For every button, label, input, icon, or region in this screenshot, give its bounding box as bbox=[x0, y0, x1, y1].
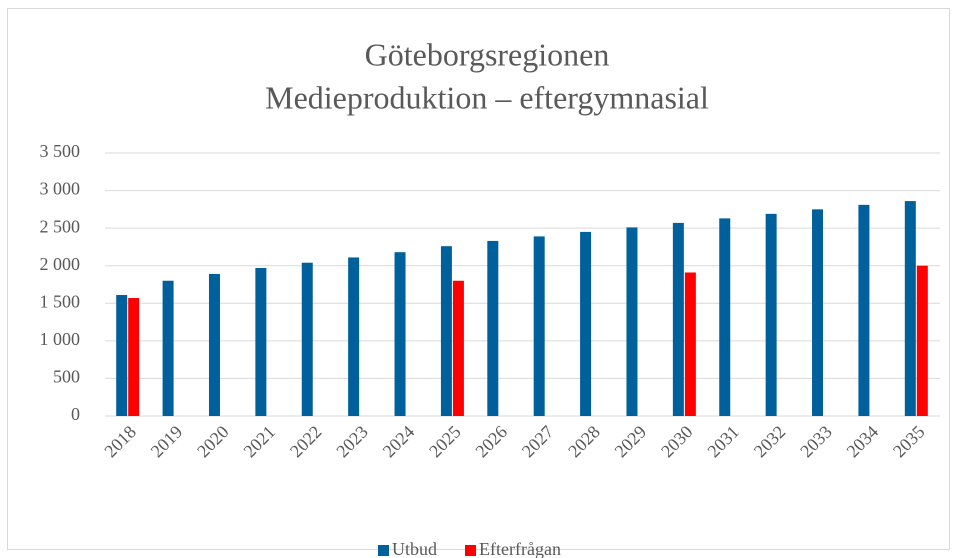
chart-title: Medieproduktion – eftergymnasial bbox=[265, 79, 709, 115]
legend-label: Efterfrågan bbox=[479, 539, 561, 558]
y-tick-label: 3 500 bbox=[40, 141, 81, 161]
y-tick-label: 2 500 bbox=[40, 216, 81, 236]
bar bbox=[916, 265, 928, 416]
bar bbox=[858, 204, 870, 416]
bar bbox=[394, 252, 406, 416]
bar bbox=[904, 201, 916, 416]
bar bbox=[348, 257, 360, 416]
bar bbox=[580, 231, 592, 416]
y-tick-label: 1 000 bbox=[40, 329, 81, 349]
bar bbox=[672, 222, 684, 416]
y-tick-label: 3 000 bbox=[40, 179, 81, 199]
bar bbox=[719, 218, 731, 416]
bar bbox=[812, 209, 824, 416]
bar bbox=[128, 298, 140, 416]
bar bbox=[255, 267, 267, 416]
legend-label: Utbud bbox=[392, 539, 437, 558]
legend-swatch bbox=[465, 545, 476, 556]
y-tick-label: 1 500 bbox=[40, 291, 81, 311]
bar bbox=[626, 227, 638, 416]
chart-frame bbox=[7, 8, 950, 550]
bar bbox=[765, 213, 777, 416]
bar bbox=[440, 246, 452, 416]
bar bbox=[533, 236, 545, 416]
bar bbox=[208, 273, 220, 416]
y-tick-label: 0 bbox=[71, 404, 80, 424]
bar bbox=[487, 240, 499, 416]
bar bbox=[162, 280, 174, 416]
bar bbox=[116, 295, 128, 416]
chart-title: Göteborgsregionen bbox=[365, 36, 610, 72]
bar bbox=[452, 280, 464, 416]
y-tick-label: 500 bbox=[53, 367, 80, 387]
y-tick-label: 2 000 bbox=[40, 254, 81, 274]
bar bbox=[301, 262, 313, 416]
legend-swatch bbox=[378, 545, 389, 556]
bar bbox=[684, 272, 696, 416]
